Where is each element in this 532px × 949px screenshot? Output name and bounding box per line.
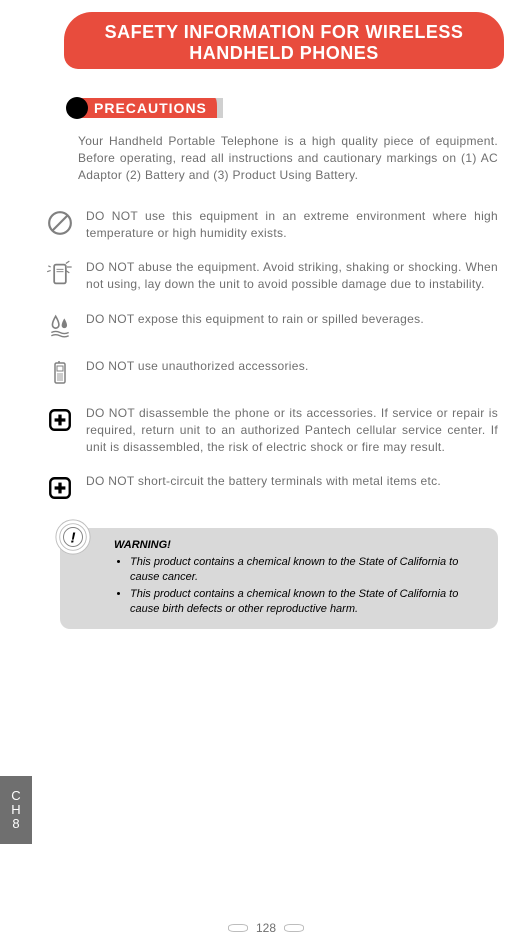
warning-title: WARNING! [114, 538, 484, 553]
list-item-text: DO NOT abuse the equipment. Avoid striki… [86, 259, 498, 293]
list-item: DO NOT short-circuit the battery termina… [46, 473, 498, 502]
warning-bullet-list: This product contains a chemical known t… [114, 555, 484, 616]
section-header: PRECAUTIONS [66, 97, 532, 119]
list-item: DO NOT disassemble the phone or its acce… [46, 405, 498, 455]
list-item: DO NOT use this equipment in an extreme … [46, 208, 498, 242]
list-item: DO NOT abuse the equipment. Avoid striki… [46, 259, 498, 293]
chapter-tab: C H 8 [0, 776, 32, 844]
chapter-tab-line: H [11, 803, 20, 817]
page-number-container: 128 [0, 921, 532, 935]
broken-phone-icon [46, 260, 74, 288]
page-title-banner: SAFETY INFORMATION FOR WIRELESS HANDHELD… [64, 12, 504, 69]
section-label: PRECAUTIONS [80, 98, 223, 118]
list-item-text: DO NOT use unauthorized accessories. [86, 358, 309, 375]
page-title-line2: HANDHELD PHONES [78, 43, 490, 64]
precaution-list: DO NOT use this equipment in an extreme … [46, 208, 498, 503]
prohibit-icon [46, 209, 74, 237]
warning-badge-icon [54, 518, 92, 556]
plus-box-icon [46, 406, 74, 434]
list-item: DO NOT expose this equipment to rain or … [46, 311, 498, 340]
list-item: DO NOT use unauthorized accessories. [46, 358, 498, 387]
warning-bullet: This product contains a chemical known t… [130, 587, 484, 617]
phone-icon [46, 359, 74, 387]
warning-box: WARNING! This product contains a chemica… [60, 528, 498, 628]
page-number: 128 [248, 921, 284, 935]
page-title-line1: SAFETY INFORMATION FOR WIRELESS [78, 22, 490, 43]
list-item-text: DO NOT use this equipment in an extreme … [86, 208, 498, 242]
list-item-text: DO NOT disassemble the phone or its acce… [86, 405, 498, 455]
chapter-tab-line: 8 [12, 817, 19, 831]
warning-bullet: This product contains a chemical known t… [130, 555, 484, 585]
liquid-icon [46, 312, 74, 340]
intro-paragraph: Your Handheld Portable Telephone is a hi… [78, 133, 498, 183]
chapter-tab-line: C [11, 789, 20, 803]
plus-box-icon [46, 474, 74, 502]
list-item-text: DO NOT expose this equipment to rain or … [86, 311, 424, 328]
list-item-text: DO NOT short-circuit the battery termina… [86, 473, 441, 490]
